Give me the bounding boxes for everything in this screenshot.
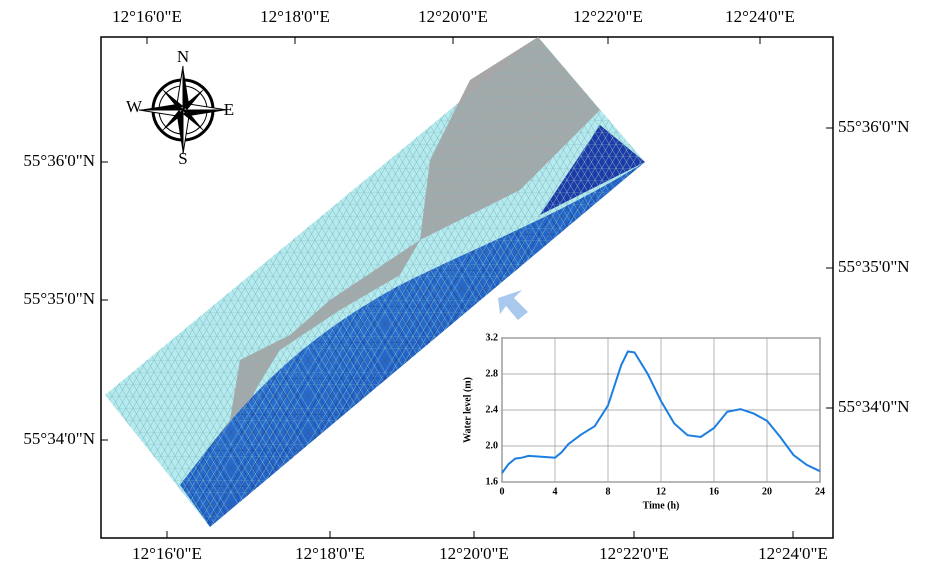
- x-tick-label: 20: [762, 486, 772, 497]
- x-tick-label: 8: [606, 486, 611, 497]
- right-lat-label: 55°34'0"N: [838, 397, 910, 416]
- x-tick-label: 0: [500, 486, 505, 497]
- top-lon-label: 12°18'0"E: [260, 7, 330, 26]
- top-lon-label: 12°20'0"E: [418, 7, 488, 26]
- bottom-lon-label: 12°16'0"E: [132, 544, 202, 563]
- compass-e: E: [224, 100, 234, 119]
- page: N E S W 12°16'0"E 12°18'0"E 12°20'0"E 12°22…: [0, 0, 928, 566]
- right-lat-label: 55°35'0"N: [838, 257, 910, 276]
- y-axis-title: Water level (m): [462, 377, 473, 443]
- x-tick-label: 4: [553, 486, 558, 497]
- left-lat-label: 55°36'0"N: [23, 151, 95, 170]
- y-tick-label: 2.0: [486, 440, 499, 451]
- bottom-lon-label: 12°24'0"E: [758, 544, 828, 563]
- compass-w: W: [126, 97, 143, 116]
- y-tick-label: 1.6: [486, 476, 499, 487]
- bottom-lon-label: 12°22'0"E: [599, 544, 669, 563]
- bottom-lon-label: 12°18'0"E: [295, 544, 365, 563]
- y-tick-label: 3.2: [486, 332, 499, 343]
- y-tick-label: 2.8: [486, 368, 499, 379]
- left-lat-label: 55°34'0"N: [23, 429, 95, 448]
- x-tick-label: 16: [709, 486, 719, 497]
- top-lon-label: 12°24'0"E: [725, 7, 795, 26]
- map-figure: N E S W 12°16'0"E 12°18'0"E 12°20'0"E 12°22…: [0, 0, 928, 566]
- compass-n: N: [177, 47, 189, 66]
- y-tick-label: 2.4: [486, 404, 499, 415]
- compass-s: S: [178, 149, 187, 168]
- x-axis-title: Time (h): [643, 500, 680, 511]
- x-tick-label: 24: [815, 486, 825, 497]
- top-lon-label: 12°22'0"E: [573, 7, 643, 26]
- right-lat-label: 55°36'0"N: [838, 117, 910, 136]
- top-lon-label: 12°16'0"E: [112, 7, 182, 26]
- bottom-lon-label: 12°20'0"E: [439, 544, 509, 563]
- left-lat-label: 55°35'0"N: [23, 289, 95, 308]
- x-tick-label: 12: [656, 486, 666, 497]
